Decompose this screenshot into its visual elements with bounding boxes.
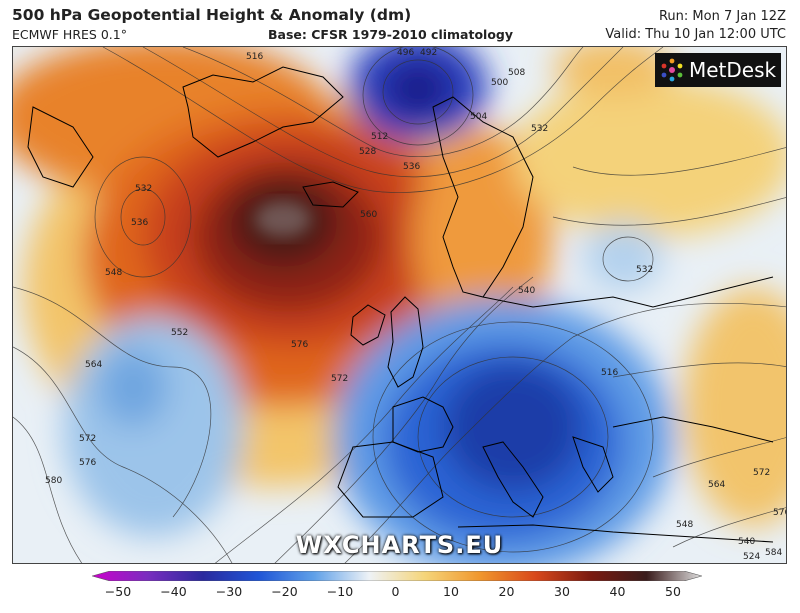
- colorbar-tick-label: −20: [271, 584, 298, 599]
- anomaly-colorbar: [92, 571, 702, 581]
- contour-label: 516: [246, 52, 263, 62]
- max-anomaly-core: [255, 201, 311, 237]
- colorbar-tick-label: 50: [665, 584, 681, 599]
- climatology-label: Base: CFSR 1979-2010 climatology: [268, 27, 514, 42]
- contour-label: 512: [371, 132, 388, 142]
- colorbar-tick-label: 0: [391, 584, 400, 599]
- contour-label: 584: [765, 548, 782, 558]
- contour-label: 536: [131, 218, 148, 228]
- model-label: ECMWF HRES 0.1°: [12, 27, 127, 42]
- colorbar-tick-label: 30: [554, 584, 570, 599]
- run-label: Run: Mon 7 Jan 12Z: [658, 9, 786, 24]
- height-contours: [13, 47, 786, 563]
- contour-label: 572: [331, 374, 348, 384]
- colorbar-tick-label: 10: [443, 584, 459, 599]
- anomaly-map: 516 496 492 500 508 504 512 528 536 532 536 532 548 5…: [12, 46, 787, 564]
- contour-label: 576: [773, 508, 787, 518]
- colorbar-tick-label: −10: [326, 584, 354, 599]
- chart-title: 500 hPa Geopotential Height & Anomaly (d…: [12, 6, 412, 24]
- contour-label: 580: [45, 476, 62, 486]
- contour-label: 532: [636, 265, 653, 275]
- contour-label: 500: [491, 78, 508, 88]
- coastlines: [27, 66, 774, 543]
- metdesk-logo-text: MetDesk: [689, 58, 777, 82]
- metdesk-logo-icon: [661, 58, 683, 82]
- contour-label: 524: [743, 552, 760, 562]
- contour-label: 564: [85, 360, 102, 370]
- contour-label: 508: [508, 68, 525, 78]
- contour-label: 540: [518, 286, 535, 296]
- contour-label: 548: [676, 520, 693, 530]
- contour-label: 492: [420, 48, 437, 58]
- colorbar-tick-label: 40: [609, 584, 626, 599]
- contour-label: 572: [79, 434, 96, 444]
- contour-label: 576: [291, 340, 308, 350]
- contour-label: 528: [359, 147, 376, 157]
- contour-label: 516: [601, 368, 618, 378]
- contour-label: 532: [135, 184, 152, 194]
- contour-label: 560: [360, 210, 377, 220]
- colorbar-tick-label: 20: [498, 584, 515, 599]
- contour-label: 552: [171, 328, 188, 338]
- metdesk-logo: MetDesk: [655, 53, 781, 87]
- wxcharts-watermark: WXCHARTS.EU: [295, 531, 504, 559]
- contour-label: 504: [470, 112, 487, 122]
- contour-label: 548: [105, 268, 122, 278]
- contour-label: 572: [753, 468, 770, 478]
- colorbar-tick-label: −50: [104, 584, 132, 599]
- contour-label: 536: [403, 162, 420, 172]
- colorbar-tick-label: −40: [160, 584, 187, 599]
- contour-label: 576: [79, 458, 96, 468]
- contour-label: 532: [531, 124, 548, 134]
- contour-label: 496: [397, 48, 414, 58]
- contour-label: 540: [738, 537, 755, 547]
- colorbar-tick-label: −30: [215, 584, 243, 599]
- valid-label: Valid: Thu 10 Jan 12:00 UTC: [605, 27, 786, 42]
- contour-label: 564: [708, 480, 725, 490]
- colorbar-ticks: −50 −40 −30 −20 −10 0 10 20 30 40 50: [0, 584, 800, 604]
